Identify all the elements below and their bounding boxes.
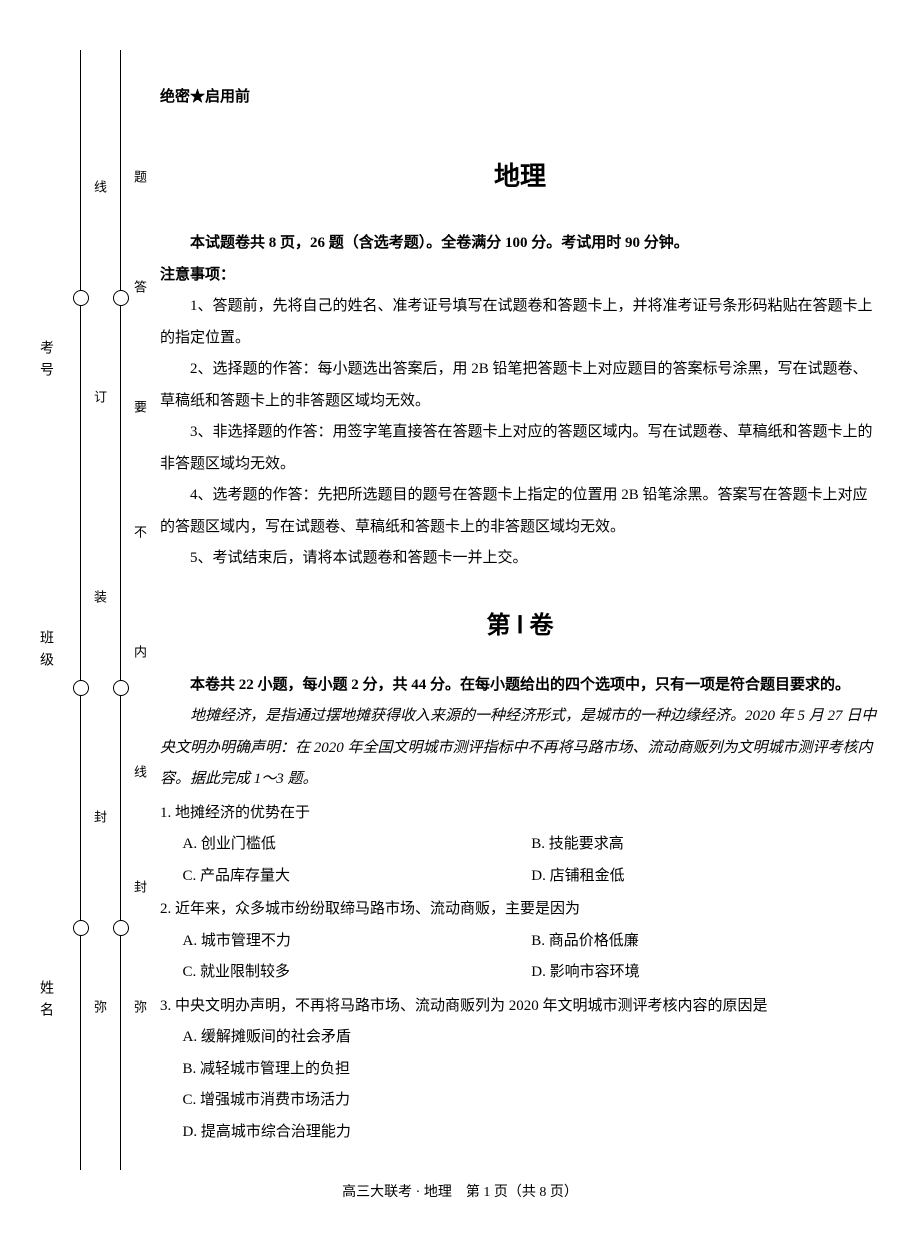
- binding-text-inner: 要: [130, 400, 149, 428]
- binding-circle: [113, 290, 129, 306]
- option: A. 缓解摊贩间的社会矛盾: [183, 1022, 881, 1054]
- binding-circle: [73, 290, 89, 306]
- question-stem: 3. 中央文明办声明，不再将马路市场、流动商贩列为 2020 年文明城市测评考核…: [160, 991, 880, 1023]
- notice-heading: 注意事项：: [160, 260, 880, 292]
- label-name: 姓名: [35, 980, 55, 1024]
- option: B. 减轻城市管理上的负担: [183, 1054, 881, 1086]
- question-2: 2. 近年来，众多城市纷纷取缔马路市场、流动商贩，主要是因为 A. 城市管理不力…: [160, 894, 880, 989]
- question-1: 1. 地摊经济的优势在于 A. 创业门槛低 B. 技能要求高 C. 产品库存量大…: [160, 798, 880, 893]
- exam-intro: 本试题卷共 8 页，26 题（含选考题）。全卷满分 100 分。考试用时 90 …: [160, 228, 880, 260]
- question-options: A. 城市管理不力 B. 商品价格低廉 C. 就业限制较多 D. 影响市容环境: [160, 926, 880, 989]
- option: D. 提高城市综合治理能力: [183, 1117, 881, 1149]
- binding-circle: [113, 680, 129, 696]
- binding-circle: [73, 680, 89, 696]
- question-options: A. 创业门槛低 B. 技能要求高 C. 产品库存量大 D. 店铺租金低: [160, 829, 880, 892]
- option: A. 创业门槛低: [183, 829, 532, 861]
- section-title: 第 Ⅰ 卷: [160, 605, 880, 640]
- notice-item: 1、答题前，先将自己的姓名、准考证号填写在试题卷和答题卡上，并将准考证号条形码粘…: [160, 291, 880, 354]
- binding-line-2: [120, 50, 121, 1170]
- label-class: 班级: [35, 630, 55, 674]
- binding-circle: [73, 920, 89, 936]
- binding-text-inner: 题: [130, 170, 149, 198]
- main-content: 绝密★启用前 地理 本试题卷共 8 页，26 题（含选考题）。全卷满分 100 …: [160, 85, 880, 1148]
- notice-item: 3、非选择题的作答：用签字笔直接答在答题卡上对应的答题区域内。写在试题卷、草稿纸…: [160, 417, 880, 480]
- binding-text-inner: 内: [130, 645, 149, 673]
- binding-margin: 考号 班级 姓名 线 订 装 封 弥 题 答 要 不 内 线 封 弥: [20, 50, 140, 1170]
- option: D. 影响市容环境: [531, 957, 880, 989]
- binding-circle: [113, 920, 129, 936]
- option: C. 就业限制较多: [183, 957, 532, 989]
- question-stem: 1. 地摊经济的优势在于: [160, 798, 880, 830]
- binding-text-outer: 装: [90, 590, 109, 618]
- confidential-mark: 绝密★启用前: [160, 85, 880, 106]
- label-exam-number: 考号: [35, 340, 55, 384]
- page-footer: 高三大联考 · 地理 第 1 页（共 8 页）: [0, 1181, 920, 1201]
- binding-text-inner: 弥: [130, 1000, 149, 1028]
- option: B. 商品价格低廉: [531, 926, 880, 958]
- option: B. 技能要求高: [531, 829, 880, 861]
- binding-text-outer: 封: [90, 810, 109, 838]
- reading-passage: 地摊经济，是指通过摆地摊获得收入来源的一种经济形式，是城市的一种边缘经济。202…: [160, 701, 880, 796]
- question-stem: 2. 近年来，众多城市纷纷取缔马路市场、流动商贩，主要是因为: [160, 894, 880, 926]
- binding-line-1: [80, 50, 81, 1170]
- binding-text-inner: 线: [130, 765, 149, 793]
- question-3: 3. 中央文明办声明，不再将马路市场、流动商贩列为 2020 年文明城市测评考核…: [160, 991, 880, 1149]
- option: C. 产品库存量大: [183, 861, 532, 893]
- binding-text-outer: 线: [90, 180, 109, 208]
- section-intro: 本卷共 22 小题，每小题 2 分，共 44 分。在每小题给出的四个选项中，只有…: [160, 670, 880, 702]
- option: C. 增强城市消费市场活力: [183, 1085, 881, 1117]
- notice-item: 4、选考题的作答：先把所选题目的题号在答题卡上指定的位置用 2B 铅笔涂黑。答案…: [160, 480, 880, 543]
- question-options: A. 缓解摊贩间的社会矛盾 B. 减轻城市管理上的负担 C. 增强城市消费市场活…: [160, 1022, 880, 1148]
- binding-text-inner: 封: [130, 880, 149, 908]
- option: A. 城市管理不力: [183, 926, 532, 958]
- binding-text-outer: 订: [90, 390, 109, 418]
- notice-item: 5、考试结束后，请将本试题卷和答题卡一并上交。: [160, 543, 880, 575]
- exam-title: 地理: [160, 156, 880, 193]
- binding-text-outer: 弥: [90, 1000, 109, 1028]
- binding-text-inner: 不: [130, 525, 149, 553]
- binding-text-inner: 答: [130, 280, 149, 308]
- notice-item: 2、选择题的作答：每小题选出答案后，用 2B 铅笔把答题卡上对应题目的答案标号涂…: [160, 354, 880, 417]
- option: D. 店铺租金低: [531, 861, 880, 893]
